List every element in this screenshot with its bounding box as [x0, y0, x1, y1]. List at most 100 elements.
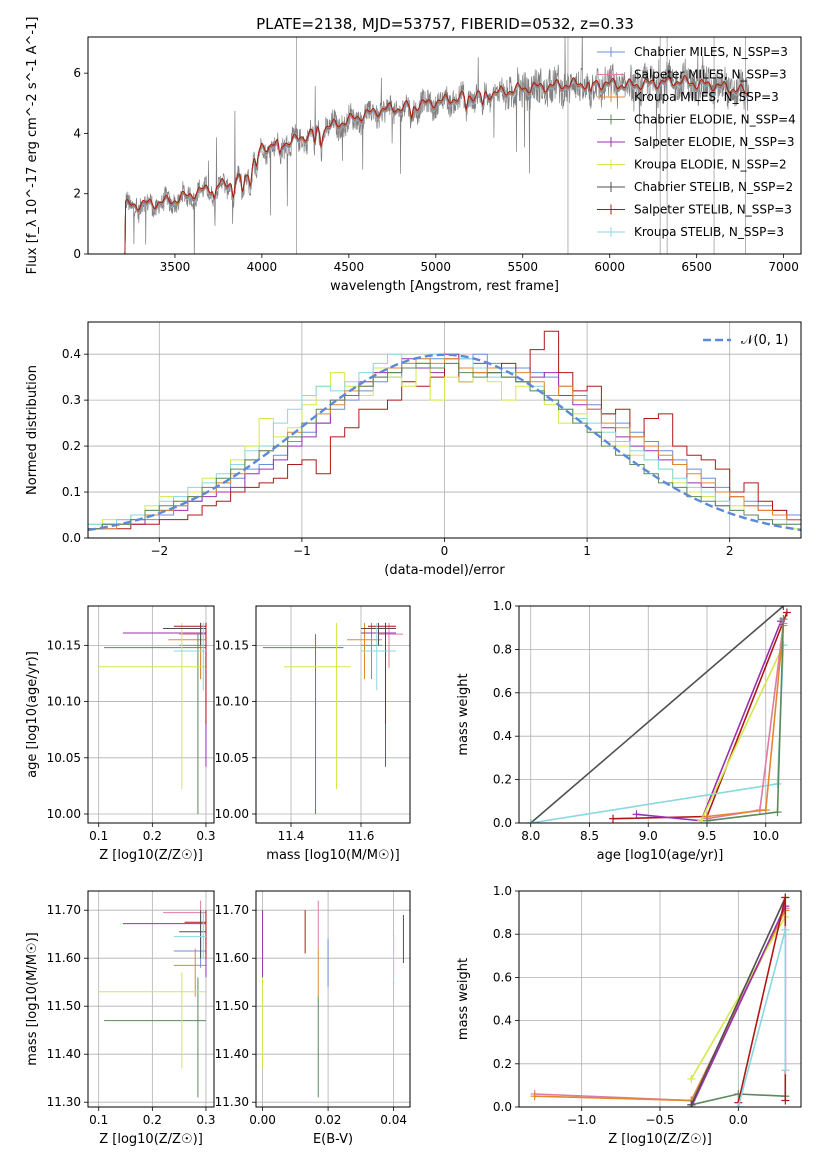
y-tick-label: 0.4 — [62, 347, 81, 361]
weight-line — [530, 606, 784, 823]
errorbar-point-kroupa-elodie — [284, 622, 351, 790]
y-tick-label: 10.10 — [215, 695, 249, 709]
errorbar-point-kroupa-stelib — [173, 910, 206, 959]
x-tick-label: −0.5 — [645, 1113, 674, 1127]
x-tick-label: 1 — [583, 544, 591, 558]
x-tick-label: 5500 — [507, 260, 538, 274]
weight-line — [690, 905, 787, 1107]
legend-entry: Salpeter ELODIE, N_SSP=3 — [634, 135, 795, 149]
y-tick-label: 11.60 — [47, 951, 81, 965]
plot-area — [526, 606, 791, 823]
x-tick-label: 0.3 — [196, 1113, 215, 1127]
x-tick-label: 8.0 — [521, 829, 540, 843]
legend-entry: 𝒩(0, 1) — [741, 333, 788, 348]
x-tick-label: 0.04 — [380, 1113, 407, 1127]
x-tick-label: 9.5 — [697, 829, 716, 843]
y-tick-label: 11.50 — [47, 999, 81, 1013]
grid — [88, 891, 214, 1107]
errorbar-point-salpeter-stelib — [173, 622, 207, 725]
y-axis-label: mass weight — [456, 673, 471, 755]
weight-series-chabrier-elodie — [703, 615, 788, 823]
errorbar-point-kroupa-stelib — [173, 622, 206, 691]
y-tick-label: 4 — [73, 126, 81, 140]
errorbar-point-kroupa-elodie — [98, 972, 206, 1069]
y-tick-label: 0.4 — [493, 729, 512, 743]
plot-area — [98, 900, 207, 1098]
legend: 𝒩(0, 1) — [703, 333, 788, 348]
ticks: 0.00 0.02 0.04 11.30 11.40 11.50 11.60 11.70 — [215, 903, 407, 1127]
histogram-chabrier-elodie — [88, 362, 801, 538]
x-axis-label: (data-model)/error — [384, 563, 505, 578]
y-tick-label: 0.4 — [493, 1014, 512, 1028]
spectrum-panel: 3500 4000 4500 5000 5500 6000 6500 7000 0 2 4 6 wave… — [25, 17, 802, 294]
y-axis-label: mass weight — [456, 958, 471, 1040]
legend-entry: Kroupa MILES, N_SSP=3 — [634, 90, 779, 104]
grid — [256, 606, 410, 823]
legend-entry: Kroupa STELIB, N_SSP=3 — [634, 225, 784, 239]
x-tick-label: 0 — [441, 544, 449, 558]
x-tick-label: 6000 — [594, 260, 625, 274]
plot-area — [98, 622, 207, 815]
x-tick-label: 0.02 — [315, 1113, 342, 1127]
errorbar-point-chabrier-elodie — [104, 977, 206, 1098]
y-tick-label: 0.3 — [62, 393, 81, 407]
model-salpeter-stelib-line — [122, 74, 750, 254]
y-tick-label: 0.0 — [62, 531, 81, 545]
y-tick-label: 0.8 — [493, 642, 512, 656]
legend-entry: Salpeter STELIB, N_SSP=3 — [634, 203, 792, 217]
x-tick-label: 6500 — [681, 260, 712, 274]
mass-vs-metallicity-panel: 0.1 0.2 0.3 11.30 11.40 11.50 11.60 11.70 Z [log… — [25, 890, 216, 1147]
x-tick-label: 2 — [726, 544, 734, 558]
y-tick-label: 0 — [73, 247, 81, 261]
x-tick-label: 4500 — [334, 260, 365, 274]
errorbar-point-chabrier-elodie — [104, 634, 206, 815]
x-axis-label: Z [log10(Z/Z☉)] — [608, 1132, 712, 1147]
y-tick-label: 11.40 — [47, 1047, 81, 1061]
errorbar-point-salpeter-stelib — [368, 622, 396, 725]
axes-frame — [87, 36, 802, 255]
age-vs-metallicity-panel: 0.1 0.2 0.3 10.00 10.05 10.10 10.15 Z [log10(Z/… — [25, 605, 216, 863]
axes-frame — [87, 890, 215, 1108]
y-tick-label: 0.2 — [493, 1057, 512, 1071]
axes-frame — [255, 890, 411, 1108]
y-tick-label: 1.0 — [493, 599, 512, 613]
y-axis-label: age [log10(age/yr)] — [25, 651, 40, 778]
x-tick-label: −2 — [150, 544, 168, 558]
axes-frame — [518, 890, 802, 1108]
x-tick-label: 8.5 — [580, 829, 599, 843]
axes-frame — [255, 605, 411, 824]
y-tick-label: 10.00 — [47, 807, 81, 821]
x-tick-label: 0.3 — [196, 829, 215, 843]
x-axis-label: Z [log10(Z/Z☉)] — [99, 1132, 203, 1147]
x-tick-label: 0.1 — [89, 829, 108, 843]
x-tick-label: 9.0 — [639, 829, 658, 843]
observed-spectrum-line — [122, 37, 750, 254]
y-tick-label: 1.0 — [493, 884, 512, 898]
x-tick-label: 4000 — [247, 260, 278, 274]
errorbar-point-kroupa-stelib — [361, 622, 396, 691]
ticks: 0.1 0.2 0.3 10.00 10.05 10.10 10.15 — [47, 638, 216, 843]
y-tick-label: 0.1 — [62, 485, 81, 499]
y-tick-label: 0.0 — [493, 1100, 512, 1114]
ticks: 11.4 11.6 10.00 10.05 10.10 10.15 — [215, 638, 375, 843]
y-tick-label: 2 — [73, 187, 81, 201]
x-tick-label: 0.0 — [729, 1113, 748, 1127]
x-axis-label: Z [log10(Z/Z☉)] — [99, 848, 203, 863]
y-tick-label: 0.8 — [493, 927, 512, 941]
y-tick-label: 11.30 — [47, 1095, 81, 1109]
y-axis-label: Normed distribution — [25, 365, 40, 495]
legend-entry: Salpeter MILES, N_SSP=3 — [634, 68, 787, 82]
y-tick-label: 10.10 — [47, 695, 81, 709]
x-axis-label: wavelength [Angstrom, rest frame] — [330, 279, 559, 294]
x-tick-label: −1 — [293, 544, 311, 558]
legend-entry: Chabrier ELODIE, N_SSP=4 — [634, 113, 796, 127]
residuals-panel: −2 −1 0 1 2 0.0 0.1 0.2 0.3 0.4 (data-model)/error… — [25, 321, 802, 578]
errorbar-point-chabrier-stelib — [179, 910, 206, 959]
ticks: 3500 4000 4500 5000 5500 6000 6500 7000 0 2 4 6 — [73, 66, 799, 274]
legend: Chabrier MILES, N_SSP=3 Salpeter MILES, N… — [597, 45, 796, 239]
plot-area — [262, 900, 404, 1098]
x-axis-label: age [log10(age/yr)] — [597, 848, 724, 863]
y-tick-label: 10.05 — [47, 751, 81, 765]
y-axis-label: Flux [f_λ 10^-17 erg cm^-2 s^-1 A^-1] — [25, 17, 40, 275]
